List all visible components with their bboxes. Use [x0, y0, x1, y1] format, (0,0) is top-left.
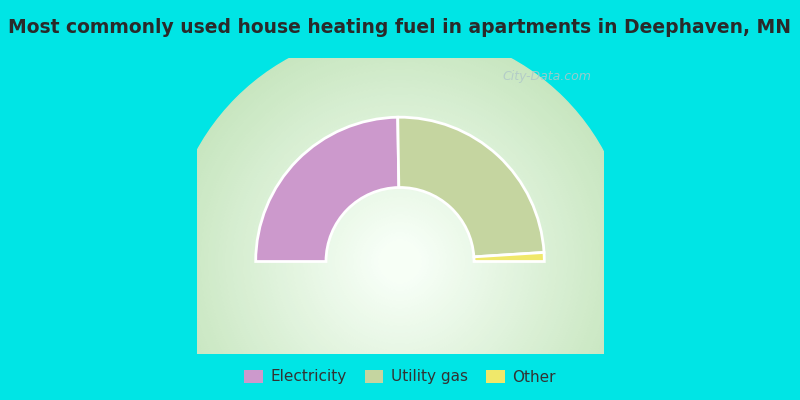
Circle shape: [229, 90, 571, 400]
Text: City-Data.com: City-Data.com: [502, 70, 591, 83]
Wedge shape: [474, 252, 544, 262]
Circle shape: [346, 208, 454, 316]
Circle shape: [371, 232, 429, 291]
Circle shape: [226, 87, 574, 400]
Circle shape: [318, 179, 482, 344]
Circle shape: [271, 133, 529, 390]
Circle shape: [169, 30, 631, 400]
Circle shape: [296, 158, 504, 365]
Circle shape: [190, 52, 610, 400]
Circle shape: [201, 62, 599, 400]
Circle shape: [194, 55, 606, 400]
Circle shape: [265, 126, 535, 397]
Circle shape: [328, 190, 472, 333]
Circle shape: [310, 172, 490, 351]
Circle shape: [282, 144, 518, 379]
Circle shape: [275, 137, 525, 386]
Circle shape: [240, 101, 560, 400]
Circle shape: [208, 69, 592, 400]
Legend: Electricity, Utility gas, Other: Electricity, Utility gas, Other: [238, 363, 562, 391]
Circle shape: [374, 236, 426, 287]
Circle shape: [254, 115, 546, 400]
Circle shape: [211, 73, 589, 400]
Circle shape: [350, 211, 450, 312]
Circle shape: [218, 80, 582, 400]
Text: Most commonly used house heating fuel in apartments in Deephaven, MN: Most commonly used house heating fuel in…: [9, 18, 791, 37]
Wedge shape: [256, 117, 399, 262]
Circle shape: [286, 147, 514, 376]
Circle shape: [332, 193, 468, 330]
Circle shape: [233, 94, 567, 400]
Circle shape: [258, 119, 542, 400]
Circle shape: [322, 183, 478, 340]
Circle shape: [357, 218, 443, 305]
Circle shape: [176, 37, 624, 400]
Circle shape: [335, 197, 465, 326]
Circle shape: [314, 176, 486, 347]
Circle shape: [183, 44, 617, 400]
Circle shape: [215, 76, 585, 400]
Circle shape: [303, 165, 497, 358]
Circle shape: [172, 34, 628, 400]
Circle shape: [293, 154, 507, 369]
Circle shape: [278, 140, 522, 383]
Circle shape: [222, 84, 578, 400]
Circle shape: [204, 66, 596, 400]
Circle shape: [290, 151, 510, 372]
Circle shape: [300, 162, 500, 362]
Circle shape: [261, 122, 539, 400]
Circle shape: [179, 41, 621, 400]
Circle shape: [250, 112, 550, 400]
Wedge shape: [398, 117, 544, 257]
Circle shape: [236, 98, 564, 400]
Circle shape: [186, 48, 614, 400]
Circle shape: [307, 168, 493, 354]
Circle shape: [268, 130, 532, 394]
Circle shape: [378, 240, 422, 284]
Circle shape: [364, 225, 436, 298]
Circle shape: [246, 108, 554, 400]
Circle shape: [367, 229, 433, 294]
Circle shape: [325, 186, 475, 337]
Circle shape: [360, 222, 440, 301]
Circle shape: [339, 200, 461, 322]
Circle shape: [342, 204, 458, 319]
Circle shape: [353, 215, 447, 308]
Circle shape: [197, 59, 603, 400]
Circle shape: [243, 105, 557, 400]
